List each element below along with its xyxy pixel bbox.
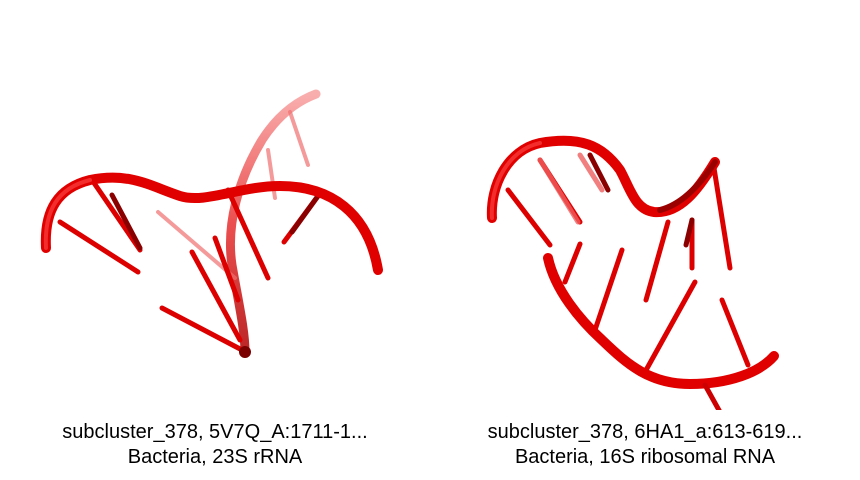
structure-panel-right: subcluster_378, 6HA1_a:613-619... Bacter… [430, 0, 860, 480]
caption-title: subcluster_378, 6HA1_a:613-619... [487, 421, 803, 443]
caption-title: subcluster_378, 5V7Q_A:1711-1... [62, 421, 368, 443]
rna-structure-image-left [40, 89, 383, 358]
structure-caption-right: subcluster_378, 6HA1_a:613-619... Bacter… [430, 420, 860, 470]
structure-panel-left: subcluster_378, 5V7Q_A:1711-1... Bacteri… [0, 89, 430, 470]
structure-caption-left: subcluster_378, 5V7Q_A:1711-1... Bacteri… [0, 420, 430, 470]
caption-subtitle: Bacteria, 16S ribosomal RNA [514, 446, 776, 468]
caption-subtitle: Bacteria, 23S rRNA [127, 446, 303, 468]
rna-structure-image-right [486, 135, 779, 410]
